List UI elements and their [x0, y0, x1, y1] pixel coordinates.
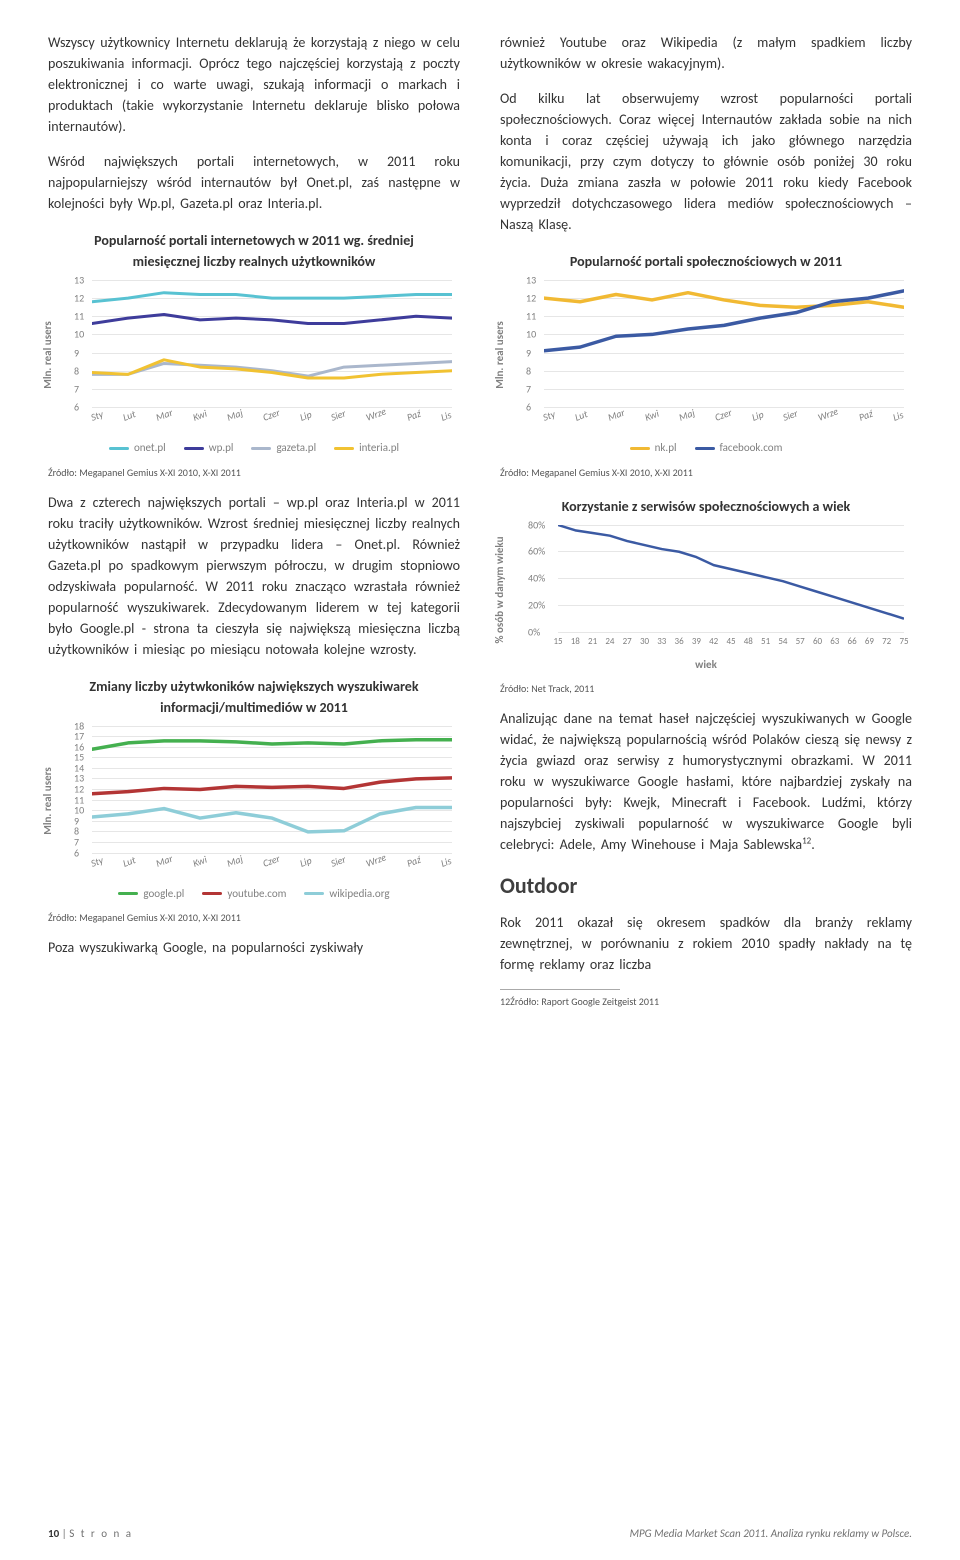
right-p3: Analizując dane na temat haseł najczęści…: [500, 708, 912, 855]
chart-search: Zmiany liczby użytwkoników największych …: [48, 676, 460, 903]
doc-title: MPG Media Market Scan 2011. Analiza rynk…: [630, 1526, 912, 1543]
chart1-plot: 678910111213: [92, 280, 452, 408]
right-p2: Od kilku lat obserwujemy wzrost popularn…: [500, 88, 912, 235]
chart1-xlabels: StyLutMarKwiMajCzerLipSierWrzePaźLis: [92, 410, 452, 430]
chart1-ylabel: Mln. real users: [40, 321, 57, 389]
footnote: 12Źródło: Raport Google Zeitgeist 2011: [500, 994, 912, 1009]
right-p4: Rok 2011 okazał się okresem spadków dla …: [500, 912, 912, 975]
outdoor-heading: Outdoor: [500, 869, 912, 902]
chart1-legend: onet.plwp.plgazeta.plinteria.pl: [48, 440, 460, 457]
chart4-source: Źródło: Net Track, 2011: [500, 681, 912, 696]
left-column: Wszyscy użytkownicy Internetu deklarują …: [48, 32, 460, 1009]
chart2-ylabel: Mln. real users: [40, 767, 57, 835]
page-footer: 10 | S t r o n a MPG Media Market Scan 2…: [48, 1526, 912, 1543]
chart1-title: Popularność portali internetowych w 2011…: [48, 230, 460, 272]
right-p1: również Youtube oraz Wikipedia (z małym …: [500, 32, 912, 74]
chart4-xaxis-title: wiek: [500, 657, 912, 674]
chart3-legend: nk.plfacebook.com: [500, 440, 912, 457]
footnote-separator: [500, 989, 620, 990]
left-p2: Wśród największych portali internetowych…: [48, 151, 460, 214]
chart4-title: Korzystanie z serwisów społecznościowych…: [500, 496, 912, 517]
chart3-ylabel: Mln. real users: [492, 321, 509, 389]
chart2-title: Zmiany liczby użytwkoników największych …: [48, 676, 460, 718]
chart2-plot: 6789101112131415161718: [92, 726, 452, 854]
chart-portals: Popularność portali internetowych w 2011…: [48, 230, 460, 457]
chart3-source: Źródło: Megapanel Gemius X-XI 2010, X-XI…: [500, 465, 912, 480]
page-number: 10 | S t r o n a: [48, 1526, 133, 1543]
left-p4: Poza wyszukiwarką Google, na popularnośc…: [48, 937, 460, 958]
chart-age: Korzystanie z serwisów społecznościowych…: [500, 496, 912, 674]
chart4-plot: 0%20%40%60%80%: [558, 525, 904, 633]
chart4-ylabel: % osób w danym wieku: [492, 536, 509, 643]
chart1-source: Źródło: Megapanel Gemius X-XI 2010, X-XI…: [48, 465, 460, 480]
chart2-legend: google.plyoutube.comwikipedia.org: [48, 886, 460, 903]
right-column: również Youtube oraz Wikipedia (z małym …: [500, 32, 912, 1009]
chart3-plot: 678910111213: [544, 280, 904, 408]
chart3-title: Popularność portali społecznościowych w …: [500, 251, 912, 272]
chart2-xlabels: StyLutMarKwiMajCzerLipSierWrzePaźLis: [92, 856, 452, 876]
chart-social: Popularność portali społecznościowych w …: [500, 251, 912, 457]
left-p1: Wszyscy użytkownicy Internetu deklarują …: [48, 32, 460, 137]
left-p3: Dwa z czterech największych portali – wp…: [48, 492, 460, 660]
chart4-xlabels: 1518212427303336394245485154576063666972…: [558, 635, 904, 655]
chart3-xlabels: StyLutMarKwiMajCzerLipSierWrzePaźLis: [544, 410, 904, 430]
chart2-source: Źródło: Megapanel Gemius X-XI 2010, X-XI…: [48, 910, 460, 925]
